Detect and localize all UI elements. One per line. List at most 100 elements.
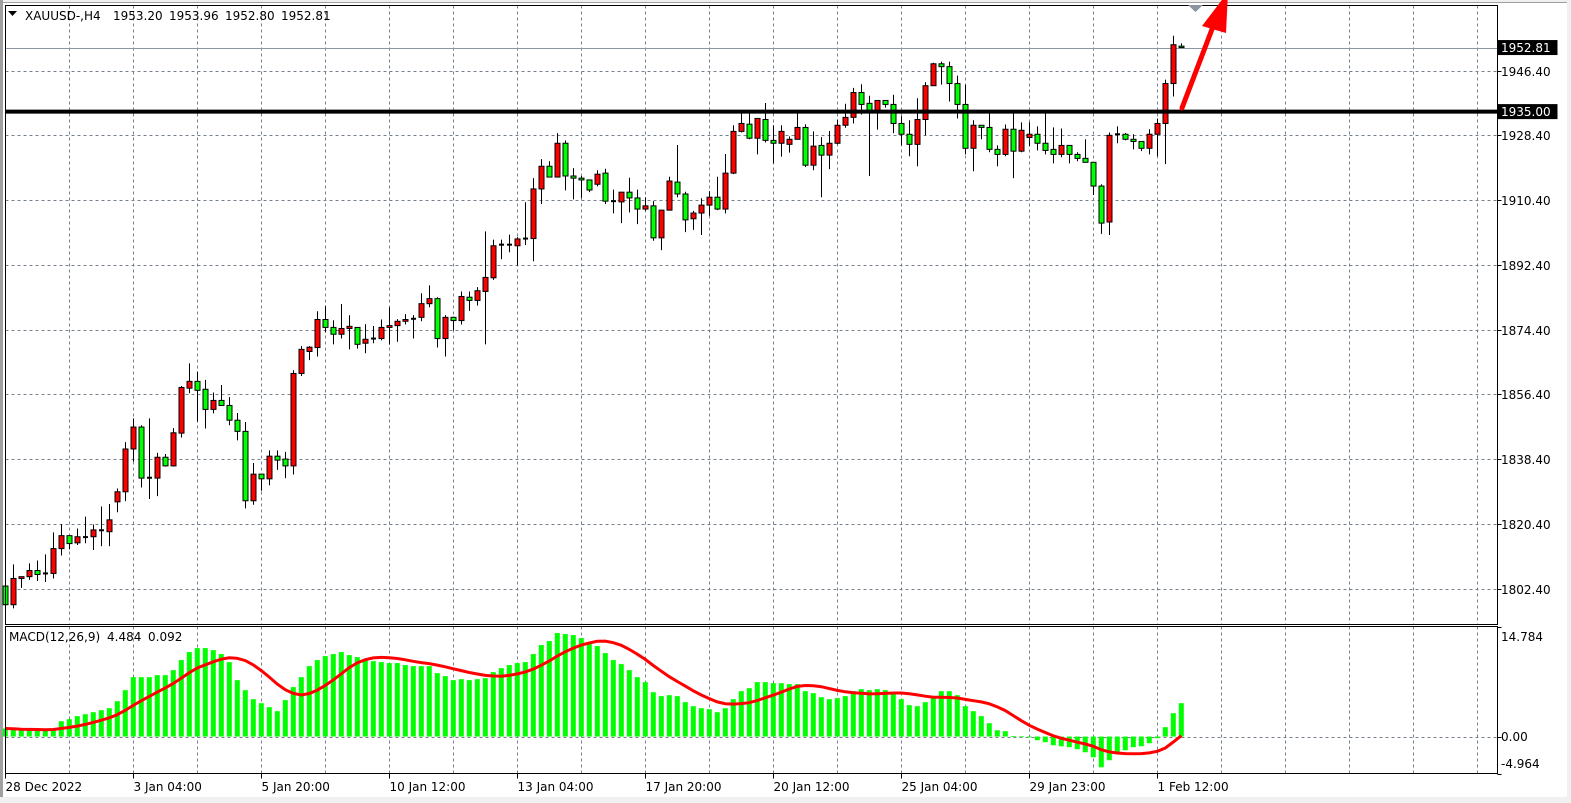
candle-body-bear bbox=[946, 66, 953, 85]
candle-body-bear bbox=[234, 419, 241, 432]
candle bbox=[274, 450, 281, 470]
candle bbox=[1170, 35, 1177, 97]
trend-arrow[interactable] bbox=[1179, 0, 1228, 111]
candle bbox=[202, 379, 209, 429]
header-low: 1952.80 bbox=[225, 9, 275, 23]
candle bbox=[234, 413, 241, 441]
macd-histogram-bar bbox=[962, 706, 968, 737]
macd-histogram-bar bbox=[1130, 736, 1136, 748]
candle-body-bull bbox=[658, 209, 665, 239]
macd-histogram-bar bbox=[146, 677, 152, 737]
time-tick-label: 17 Jan 20:00 bbox=[646, 780, 722, 794]
candle bbox=[354, 326, 361, 349]
candle bbox=[938, 61, 945, 85]
macd-histogram-bar bbox=[1122, 736, 1128, 751]
candle bbox=[130, 418, 137, 462]
candle-body-bear bbox=[1082, 157, 1089, 163]
macd-histogram-bar bbox=[538, 645, 544, 737]
candle bbox=[602, 168, 609, 205]
candle-body-bear bbox=[138, 426, 145, 479]
macd-histogram-bar bbox=[610, 660, 616, 737]
macd-histogram-bar bbox=[858, 689, 864, 737]
candle bbox=[546, 161, 553, 178]
macd-histogram-bar bbox=[42, 730, 48, 737]
macd-histogram-bar bbox=[578, 638, 584, 737]
candle-body-bear bbox=[330, 326, 337, 335]
candle bbox=[282, 451, 289, 479]
candle bbox=[290, 370, 297, 475]
candle-body-bear bbox=[762, 119, 769, 141]
macd-histogram-bar bbox=[666, 695, 672, 737]
candle bbox=[986, 113, 993, 153]
candle bbox=[426, 285, 433, 308]
candle-body-bear bbox=[650, 205, 657, 239]
candle bbox=[962, 84, 969, 155]
candle bbox=[650, 201, 657, 241]
candle-body-bull bbox=[922, 85, 929, 121]
macd-histogram-bar bbox=[562, 634, 568, 737]
macd-histogram-bar bbox=[906, 705, 912, 737]
macd-histogram-bar bbox=[354, 657, 360, 737]
macd-tick-label: 14.784 bbox=[1501, 630, 1543, 644]
chart-shift-marker-icon[interactable] bbox=[1188, 5, 1203, 12]
candle bbox=[690, 210, 697, 230]
candle bbox=[842, 103, 849, 128]
candle-body-bear bbox=[602, 172, 609, 202]
candle-body-bull bbox=[1018, 129, 1025, 152]
horizontal-level-label-box bbox=[1497, 104, 1558, 120]
candle-body-bear bbox=[66, 535, 73, 545]
macd-main-value: 4.484 bbox=[107, 630, 141, 644]
macd-histogram-bar bbox=[658, 696, 664, 737]
candle-body-bull bbox=[850, 92, 857, 118]
macd-name: MACD(12,26,9) bbox=[9, 630, 100, 644]
candle-body-bear bbox=[1074, 153, 1081, 159]
candle-body-bull bbox=[530, 188, 537, 240]
triangle-down-icon[interactable] bbox=[8, 11, 17, 16]
candle-body-bull bbox=[970, 124, 977, 149]
candle bbox=[50, 532, 57, 579]
candle-body-bull bbox=[90, 529, 97, 538]
candle bbox=[314, 311, 321, 357]
macd-histogram-bar bbox=[162, 675, 168, 737]
macd-histogram-bar bbox=[90, 712, 96, 737]
candle bbox=[922, 82, 929, 136]
time-tick-label: 20 Jan 12:00 bbox=[774, 780, 850, 794]
candle bbox=[162, 454, 169, 467]
macd-histogram-bar bbox=[18, 730, 24, 737]
candle-body-bull bbox=[666, 180, 673, 211]
candle-body-bull bbox=[1170, 44, 1177, 85]
candle bbox=[530, 178, 537, 262]
price-tick-label: 1946.40 bbox=[1501, 65, 1551, 79]
candle-body-bull bbox=[50, 548, 57, 574]
macd-histogram-bar bbox=[1050, 736, 1056, 746]
candle-body-bear bbox=[858, 92, 865, 105]
candle-body-bull bbox=[1058, 144, 1065, 155]
candle bbox=[474, 287, 481, 306]
header-close: 1952.81 bbox=[281, 9, 331, 23]
macd-histogram-bar bbox=[194, 648, 200, 737]
macd-histogram-bar bbox=[930, 698, 936, 737]
macd-histogram-bar bbox=[442, 676, 448, 737]
macd-histogram-bar bbox=[626, 670, 632, 737]
macd-histogram-bar bbox=[826, 699, 832, 737]
macd-histogram-bar bbox=[10, 729, 16, 737]
candle-body-bull bbox=[290, 372, 297, 467]
macd-histogram-bar bbox=[634, 677, 640, 737]
candle-body-bear bbox=[986, 126, 993, 150]
arrow-up-right-icon bbox=[1179, 21, 1217, 111]
candle-body-bear bbox=[938, 63, 945, 68]
time-tick-label: 5 Jan 20:00 bbox=[262, 780, 330, 794]
macd-histogram-bar bbox=[402, 665, 408, 737]
macd-histogram-bar bbox=[242, 690, 248, 737]
candle bbox=[1130, 134, 1137, 150]
candle-body-bull bbox=[482, 276, 489, 292]
candle bbox=[594, 170, 601, 187]
macd-histogram-bar bbox=[330, 654, 336, 737]
candle bbox=[890, 94, 897, 134]
macd-histogram-bar bbox=[706, 709, 712, 737]
candle bbox=[682, 191, 689, 233]
candle bbox=[554, 133, 561, 178]
candle bbox=[371, 325, 376, 344]
price-tick-label: 1820.40 bbox=[1501, 518, 1551, 532]
